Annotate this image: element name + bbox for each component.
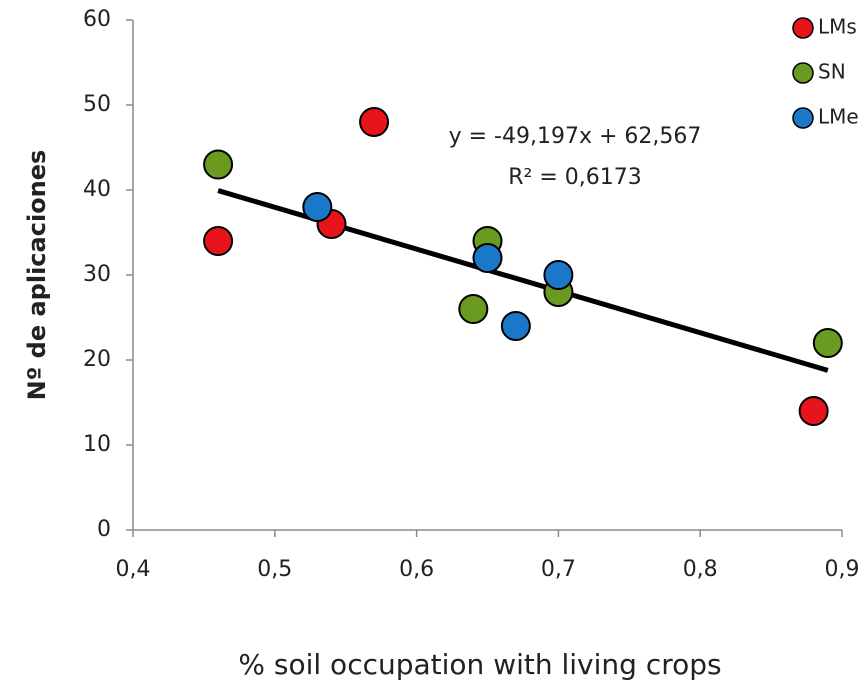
data-point xyxy=(798,396,829,426)
y-tick-label: 0 xyxy=(97,517,111,542)
y-tick-label: 60 xyxy=(83,7,111,32)
y-tick-label: 20 xyxy=(83,347,111,372)
x-axis-label: % soil occupation with living crops xyxy=(238,648,721,681)
trend-equation: y = -49,197x + 62,567 xyxy=(449,124,702,149)
data-point xyxy=(302,192,333,222)
x-tick-label: 0,6 xyxy=(399,557,434,582)
x-tick-label: 0,5 xyxy=(257,557,292,582)
y-tick-label: 10 xyxy=(83,432,111,457)
legend-marker xyxy=(792,17,814,39)
data-point xyxy=(458,294,489,324)
legend-label: LMe xyxy=(818,105,859,129)
data-point xyxy=(500,311,531,341)
legend-marker xyxy=(792,62,814,84)
legend-label: SN xyxy=(818,60,846,84)
y-tick-label: 50 xyxy=(83,92,111,117)
data-point xyxy=(812,328,843,358)
r-squared: R² = 0,6173 xyxy=(508,165,642,190)
data-point xyxy=(543,260,574,290)
data-point xyxy=(203,226,234,256)
y-tick-label: 30 xyxy=(83,262,111,287)
legend-label: LMs xyxy=(818,15,857,39)
legend-marker xyxy=(792,107,814,129)
x-tick-label: 0,8 xyxy=(683,557,718,582)
data-point xyxy=(203,149,234,180)
y-tick-label: 40 xyxy=(83,177,111,202)
y-axis-label: Nº de aplicaciones xyxy=(23,150,51,401)
data-point xyxy=(359,107,390,137)
data-point xyxy=(472,243,503,273)
x-tick-label: 0,7 xyxy=(541,557,576,582)
x-tick-label: 0,4 xyxy=(116,557,151,582)
x-tick-label: 0,9 xyxy=(825,557,860,582)
